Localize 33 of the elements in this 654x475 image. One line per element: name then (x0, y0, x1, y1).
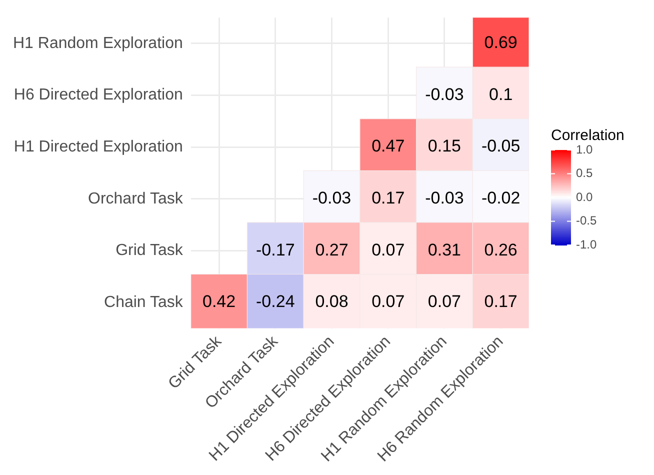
y-tick-label: Orchard Task (88, 190, 184, 208)
data-label: 0.31 (428, 240, 462, 260)
data-label: -0.02 (481, 188, 520, 208)
data-label: 0.27 (315, 240, 348, 260)
data-label: 0.17 (372, 188, 405, 208)
y-tick-label: H1 Random Exploration (12, 34, 183, 52)
data-label: 0.07 (428, 292, 462, 312)
y-tick-label: Grid Task (116, 242, 184, 260)
data-label: -0.17 (256, 240, 295, 260)
data-label: 0.1 (489, 84, 513, 104)
data-label: 0.26 (484, 240, 518, 260)
y-tick-label: Chain Task (104, 294, 184, 311)
data-label: 0.08 (315, 292, 348, 312)
color-bar-label: -1.0 (576, 237, 598, 252)
data-label: -0.03 (425, 84, 464, 104)
color-bar-label: -0.5 (576, 214, 598, 228)
data-label: 0.47 (372, 136, 405, 156)
color-bar-label: 0.0 (576, 190, 594, 204)
y-tick-label: H6 Directed Exploration (14, 86, 183, 104)
data-label: -0.03 (425, 188, 464, 208)
data-label: -0.05 (481, 136, 520, 156)
color-bar-label: 0.5 (576, 166, 594, 180)
data-label: 0.07 (372, 292, 405, 312)
data-label: 0.17 (484, 292, 518, 312)
data-label: 0.69 (484, 33, 518, 52)
color-bar-label: 1.0 (576, 142, 594, 156)
color-bar-title: Correlation (551, 127, 624, 144)
y-tick-label: H1 Directed Exploration (14, 138, 183, 156)
data-label: 0.07 (372, 240, 405, 260)
data-label: -0.03 (312, 188, 352, 208)
data-label: 0.42 (202, 292, 236, 312)
data-label: 0.15 (428, 136, 462, 156)
data-label: -0.24 (256, 292, 295, 312)
